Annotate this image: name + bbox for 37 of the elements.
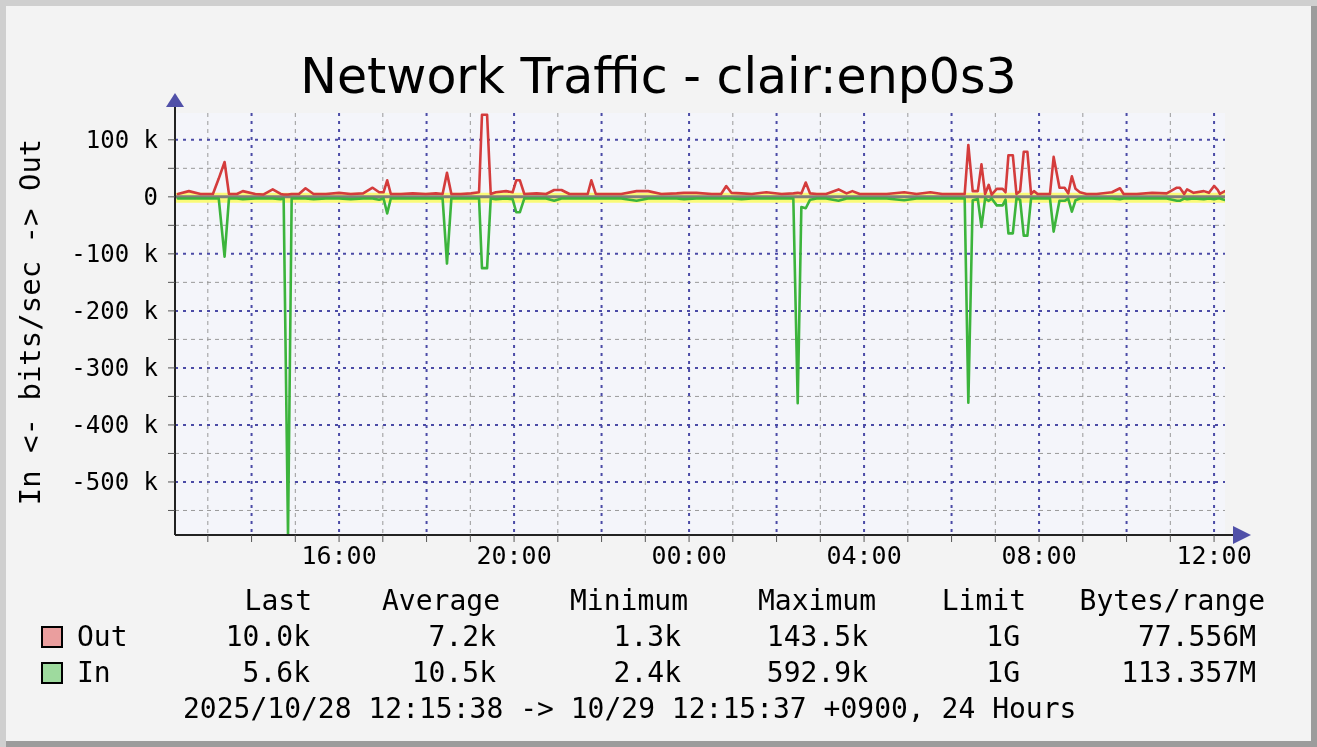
text: 5.6k	[242, 656, 310, 689]
text: 10.5k	[411, 656, 496, 689]
y-tick-label: -400 k	[71, 411, 159, 440]
x-tick-label: 04:00	[826, 540, 902, 570]
text: Minimum	[569, 584, 688, 617]
y-tick-label: -300 k	[71, 354, 159, 383]
text: 2025/10/28 12:15:38 -> 10/29 12:15:37 +0900, 24 Hours	[183, 692, 1077, 725]
y-tick-label: -100 k	[71, 240, 159, 269]
y-axis-title: In <- bits/sec -> Out	[13, 138, 47, 506]
text: 7.2k	[428, 620, 496, 653]
y-tick-label: -200 k	[71, 297, 159, 326]
text: Last	[244, 584, 312, 617]
text: Bytes/range	[1079, 584, 1265, 617]
chart-title: Network Traffic - clair:enp0s3	[300, 48, 1017, 105]
text: 1G	[986, 656, 1020, 689]
x-tick-label: 20:00	[476, 540, 552, 570]
line-series	[176, 113, 1225, 196]
x-tick-label: 08:00	[1001, 540, 1077, 570]
text: 592.9k	[766, 656, 868, 689]
text: 113.357M	[1121, 656, 1256, 689]
text: Maximum	[757, 584, 876, 617]
text: 143.5k	[766, 620, 868, 653]
text: Limit	[941, 584, 1026, 617]
text: 10.0k	[225, 620, 310, 653]
text: 2.4k	[613, 656, 681, 689]
x-tick-label: 12:00	[1176, 540, 1252, 570]
text: 77.556M	[1137, 620, 1256, 653]
text: 1.3k	[613, 620, 681, 653]
y-tick-label: -500 k	[71, 468, 159, 497]
y-tick-label: 0	[143, 183, 158, 212]
text: Average	[381, 584, 500, 617]
text: 1G	[986, 620, 1020, 653]
legend-label: In	[77, 656, 111, 689]
y-tick-label: 100 k	[85, 126, 159, 155]
x-tick-label: 16:00	[301, 540, 377, 570]
legend-label: Out	[77, 620, 128, 653]
x-tick-label: 00:00	[651, 540, 727, 570]
